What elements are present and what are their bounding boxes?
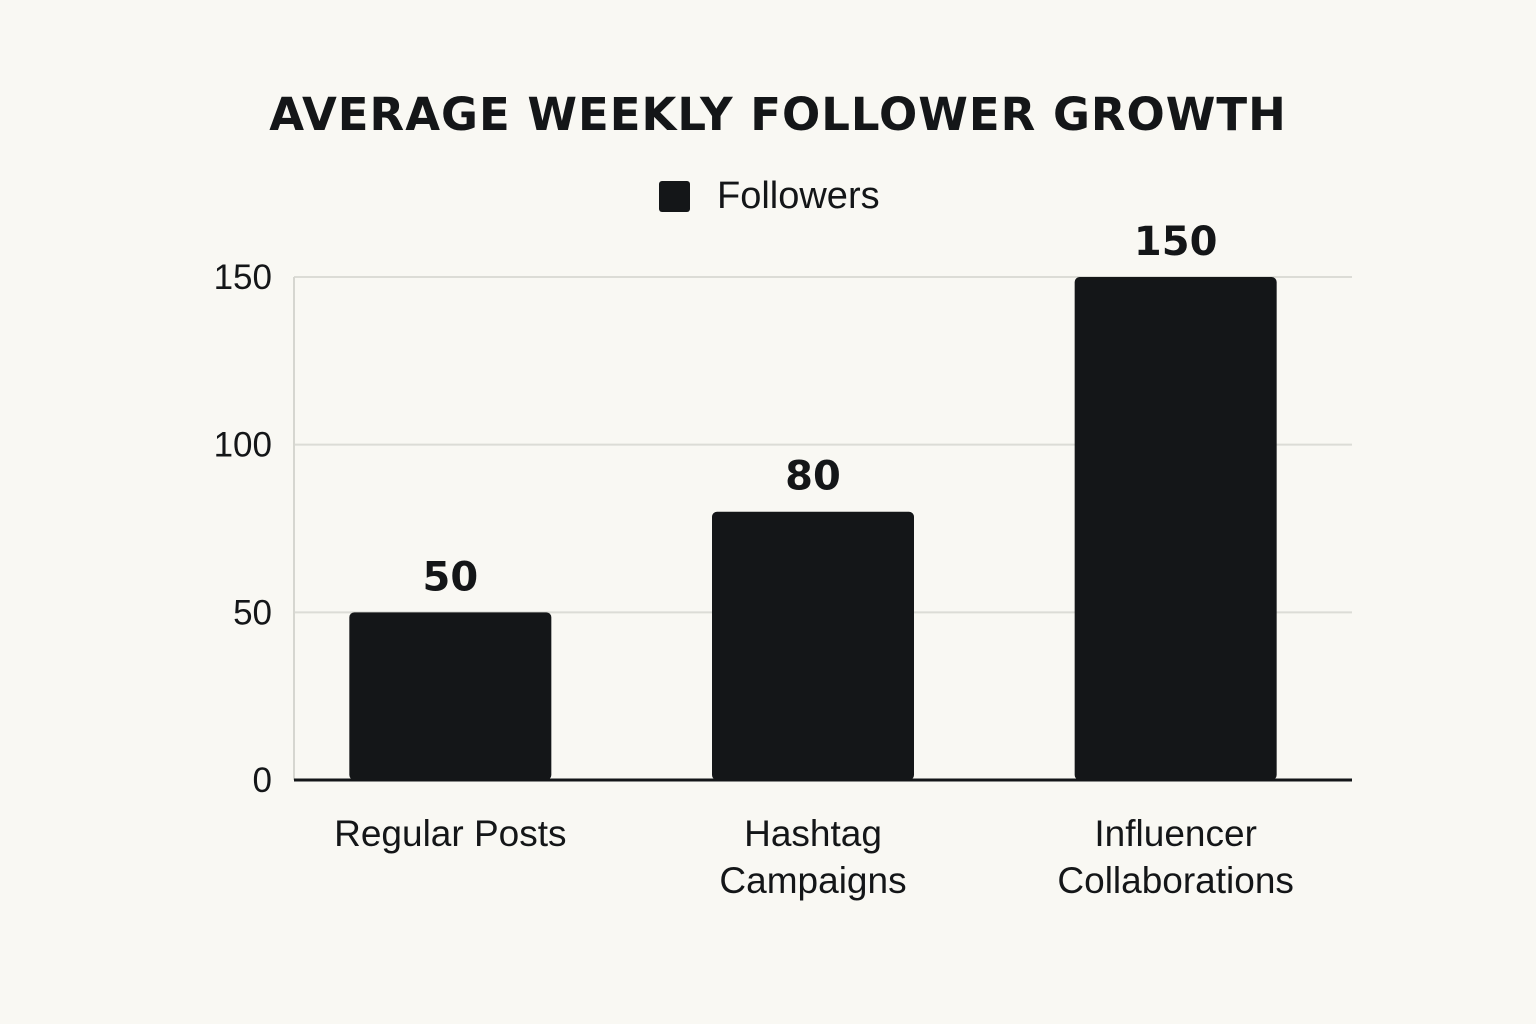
x-tick-label-line: Campaigns — [719, 860, 906, 901]
bar — [712, 511, 914, 780]
x-tick-label-line: Influencer — [1094, 813, 1257, 854]
x-tick-label: Regular Posts — [334, 813, 566, 854]
bar — [349, 612, 552, 780]
y-tick-label: 150 — [214, 258, 272, 297]
data-label: 150 — [1134, 219, 1218, 265]
data-label: 80 — [785, 454, 841, 500]
legend-swatch-followers — [659, 180, 690, 212]
data-label: 50 — [422, 554, 478, 600]
labels: 0 50 100 150 50 Regular Posts 80 Hashtag Campaig… — [214, 219, 1294, 901]
axes — [293, 277, 1352, 782]
x-tick-label-line: Collaborations — [1057, 860, 1294, 901]
x-tick-label: Influencer Collaborations — [1057, 813, 1294, 901]
chart-title: AVERAGE WEEKLY FOLLOWER GROWTH — [269, 88, 1287, 141]
legend: Followers — [659, 174, 880, 218]
bar — [1074, 277, 1277, 780]
y-tick-label: 0 — [253, 761, 272, 800]
legend-label-followers: Followers — [717, 174, 880, 217]
x-tick-label-line: Regular Posts — [334, 813, 566, 854]
x-tick-label: Hashtag Campaigns — [719, 813, 906, 901]
bars — [349, 277, 1277, 780]
x-tick-label-line: Hashtag — [744, 813, 882, 854]
y-tick-label: 100 — [214, 426, 272, 465]
y-tick-label: 50 — [233, 593, 272, 632]
